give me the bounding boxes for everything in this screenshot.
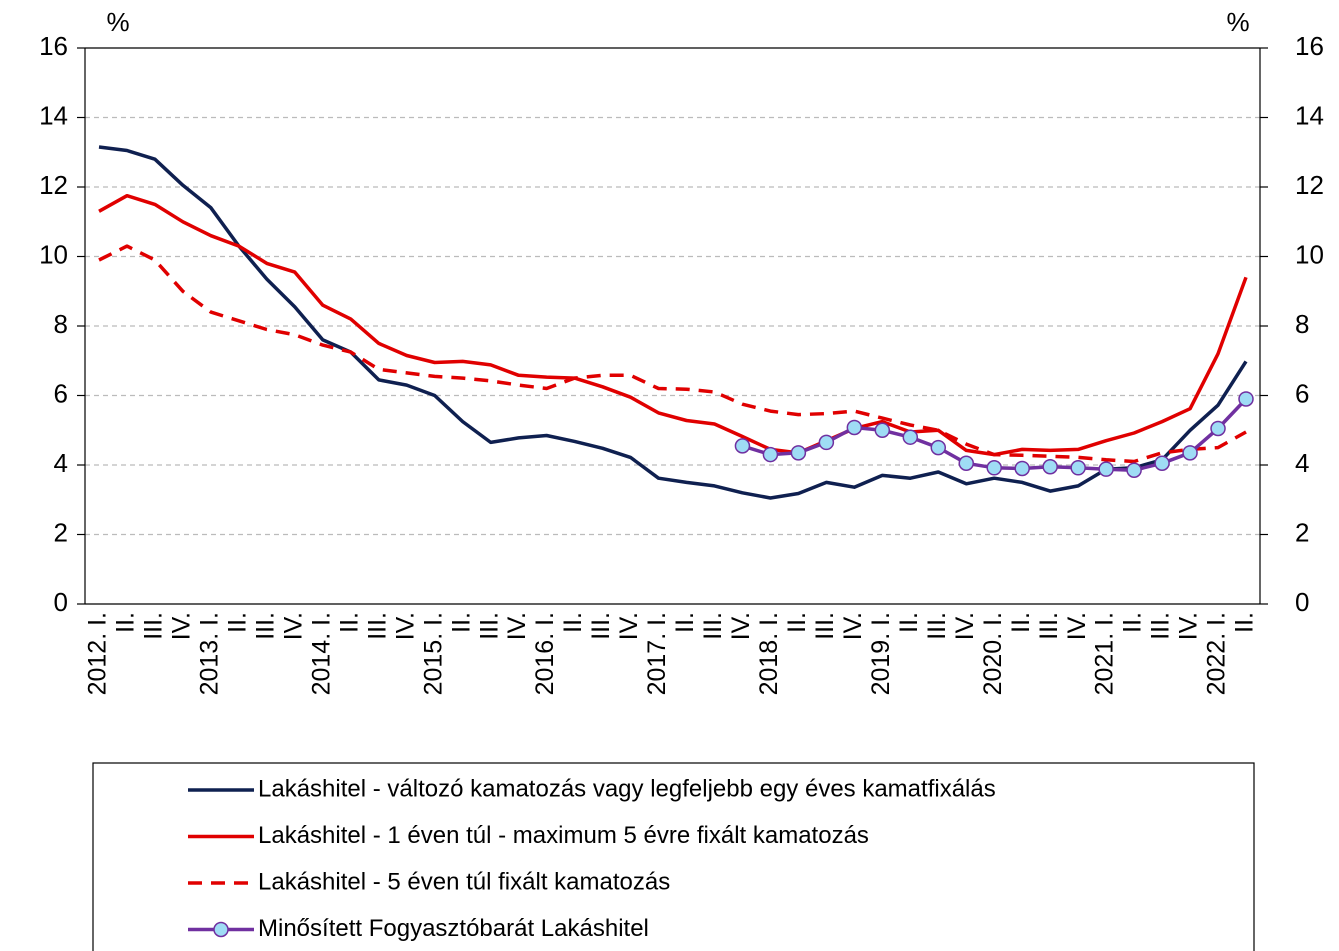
y2-tick-label: 14 [1295,100,1324,130]
x-tick-label: 2013. I. [196,612,224,695]
x-tick-label: 2014. I. [307,612,335,695]
y2-tick-label: 16 [1295,31,1324,61]
legend-label: Lakáshitel - 5 éven túl fixált kamatozás [258,868,670,895]
y-unit-label: % [106,7,129,37]
x-tick-label: III. [699,612,727,640]
x-tick-label: IV. [615,612,643,640]
y2-tick-label: 12 [1295,170,1324,200]
series-marker [1014,460,1030,477]
y-tick-label: 12 [39,170,68,200]
series-marker [1126,462,1142,478]
x-tick-label: III. [251,612,279,640]
y-tick-label: 4 [54,448,68,478]
series-marker [762,446,779,463]
series-marker [1210,420,1226,437]
legend-label: Minősített Fogyasztóbarát Lakáshitel [258,915,649,942]
x-tick-label: 2018. I. [755,612,783,695]
series-marker [958,455,974,472]
x-tick-label: II. [671,612,699,633]
legend-label: Lakáshitel - változó kamatozás vagy legf… [258,775,996,802]
y-tick-label: 2 [54,517,68,547]
series-line [98,244,1247,464]
x-tick-label: 2016. I. [531,612,559,695]
x-tick-label: 2022. I. [1203,612,1231,695]
x-tick-label: IV. [839,612,867,640]
series-marker [1238,391,1254,407]
x-tick-label: IV. [391,612,419,640]
x-tick-label: II. [783,612,811,633]
x-tick-label: 2019. I. [867,612,895,695]
x-tick-label: II. [895,612,923,633]
series-marker [1042,458,1058,475]
series-marker [734,438,751,454]
x-tick-label: III. [1035,612,1063,640]
series-marker [1154,455,1170,472]
series-marker [1098,461,1114,477]
series-marker [1182,445,1198,461]
y-tick-label: 8 [54,309,68,339]
y-tick-label: 16 [39,31,68,61]
x-tick-label: 2012. I. [84,612,112,695]
x-tick-label: IV. [168,612,196,640]
x-tick-label: III. [140,612,168,640]
x-tick-label: III. [475,612,503,640]
y2-unit-label: % [1226,7,1249,37]
x-tick-label: III. [363,612,391,640]
x-tick-label: 2017. I. [643,612,671,695]
x-tick-label: II. [559,612,587,633]
x-tick-label: IV. [1063,612,1091,640]
series-marker [902,429,919,445]
y2-tick-label: 10 [1295,239,1324,269]
y-tick-label: 14 [39,100,68,130]
y2-tick-label: 8 [1295,309,1309,339]
x-tick-label: II. [335,612,363,633]
series-marker [874,422,891,438]
legend-marker [213,921,229,938]
x-tick-label: 2015. I. [419,612,447,695]
x-tick-label: II. [447,612,475,633]
x-tick-label: III. [1147,612,1175,640]
y2-tick-label: 6 [1295,378,1309,408]
x-tick-label: II. [223,612,251,633]
series-marker [930,439,947,456]
y2-tick-label: 2 [1295,517,1309,547]
x-tick-label: II. [1007,612,1035,633]
series-line [741,397,1248,472]
series-marker [818,434,835,451]
x-tick-label: IV. [279,612,307,640]
x-tick-label: 2021. I. [1091,612,1119,695]
x-tick-label: II. [1119,612,1147,633]
x-tick-label: II. [112,612,140,633]
x-tick-label: III. [811,612,839,640]
y-tick-label: 0 [54,587,68,617]
y-tick-label: 10 [39,239,68,269]
legend-label: Lakáshitel - 1 éven túl - maximum 5 évre… [258,822,869,849]
series-line [98,145,1248,500]
x-tick-label: IV. [727,612,755,640]
series-marker [1070,460,1086,476]
x-tick-label: 2020. I. [979,612,1007,695]
x-tick-label: III. [587,612,615,640]
legend-box [92,762,1255,951]
x-tick-label: II. [1231,612,1259,633]
y-tick-label: 6 [54,378,68,408]
x-tick-label: IV. [503,612,531,640]
series-marker [790,445,807,461]
y2-tick-label: 0 [1295,587,1309,617]
series-marker [986,460,1002,476]
x-tick-label: IV. [951,612,979,640]
x-tick-label: IV. [1175,612,1203,640]
x-tick-label: III. [923,612,951,640]
y2-tick-label: 4 [1295,448,1309,478]
series-line [98,193,1248,457]
series-marker [846,419,863,436]
